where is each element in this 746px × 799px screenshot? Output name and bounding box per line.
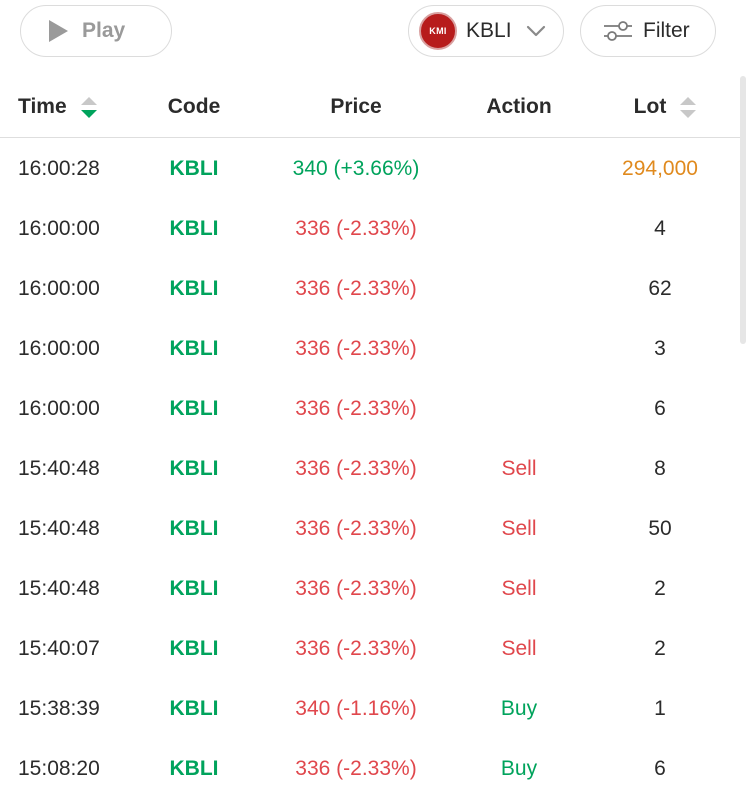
action-cell: Sell — [501, 637, 537, 660]
time-cell: 16:00:00 — [18, 217, 100, 240]
code-cell: KBLI — [169, 337, 219, 360]
code-cell: KBLI — [169, 637, 219, 660]
code-cell: KBLI — [169, 517, 219, 540]
lot-cell: 2 — [654, 577, 666, 600]
play-button[interactable]: Play — [20, 5, 172, 57]
table-row[interactable]: 15:40:48 KBLI 336 (-2.33%) Sell 2 — [0, 559, 740, 619]
code-cell: KBLI — [169, 397, 219, 420]
action-cell: Buy — [500, 757, 538, 780]
table-row[interactable]: 16:00:00 KBLI 336 (-2.33%) 4 — [0, 199, 740, 259]
play-icon — [49, 20, 68, 42]
time-cell: 15:08:20 — [18, 757, 100, 780]
price-cell: 336 (-2.33%) — [295, 517, 417, 540]
table-row[interactable]: 15:40:48 KBLI 336 (-2.33%) Sell 50 — [0, 499, 740, 559]
sort-icon[interactable] — [680, 96, 697, 118]
time-cell: 16:00:00 — [18, 277, 100, 300]
table-row[interactable]: 15:38:39 KBLI 340 (-1.16%) Buy 1 — [0, 679, 740, 739]
time-cell: 15:40:48 — [18, 517, 100, 540]
time-cell: 15:40:48 — [18, 577, 100, 600]
header-price: Price — [330, 95, 382, 118]
lot-cell: 6 — [654, 757, 666, 780]
stock-code: KBLI — [466, 19, 512, 42]
time-cell: 16:00:00 — [18, 337, 100, 360]
table-row[interactable]: 16:00:00 KBLI 336 (-2.33%) 6 — [0, 379, 740, 439]
time-cell: 16:00:00 — [18, 397, 100, 420]
lot-cell: 2 — [654, 637, 666, 660]
price-cell: 336 (-2.33%) — [295, 757, 417, 780]
table-row[interactable]: 15:40:48 KBLI 336 (-2.33%) Sell 8 — [0, 439, 740, 499]
action-cell: Sell — [501, 517, 537, 540]
time-cell: 15:40:48 — [18, 457, 100, 480]
trade-list: 16:00:28 KBLI 340 (+3.66%) 294,000 16:00:00 K… — [0, 139, 740, 799]
code-cell: KBLI — [169, 757, 219, 780]
code-cell: KBLI — [169, 217, 219, 240]
code-cell: KBLI — [169, 157, 219, 180]
action-cell: Sell — [501, 457, 537, 480]
lot-cell: 8 — [654, 457, 666, 480]
stock-selector[interactable]: KMI KBLI — [408, 5, 564, 57]
header-code: Code — [167, 95, 221, 118]
code-cell: KBLI — [169, 457, 219, 480]
header-lot[interactable]: Lot — [600, 78, 720, 136]
table-header: Time Code Price Action Lot — [0, 78, 740, 138]
price-cell: 336 (-2.33%) — [295, 577, 417, 600]
action-cell: Sell — [501, 577, 537, 600]
table-row[interactable]: 16:00:28 KBLI 340 (+3.66%) 294,000 — [0, 139, 740, 199]
price-cell: 336 (-2.33%) — [295, 397, 417, 420]
time-cell: 15:40:07 — [18, 637, 100, 660]
code-cell: KBLI — [169, 697, 219, 720]
price-cell: 340 (+3.66%) — [292, 157, 420, 180]
lot-cell: 4 — [654, 217, 666, 240]
lot-cell: 294,000 — [622, 157, 698, 180]
play-label: Play — [82, 19, 126, 42]
price-cell: 340 (-1.16%) — [295, 697, 417, 720]
header-time[interactable]: Time — [18, 78, 97, 136]
time-cell: 15:38:39 — [18, 697, 100, 720]
price-cell: 336 (-2.33%) — [295, 277, 417, 300]
lot-cell: 62 — [648, 277, 672, 300]
table-row[interactable]: 15:40:07 KBLI 336 (-2.33%) Sell 2 — [0, 619, 740, 679]
code-cell: KBLI — [169, 577, 219, 600]
filter-label: Filter — [643, 19, 690, 42]
time-cell: 16:00:28 — [18, 157, 100, 180]
lot-cell: 50 — [648, 517, 672, 540]
price-cell: 336 (-2.33%) — [295, 637, 417, 660]
price-cell: 336 (-2.33%) — [295, 337, 417, 360]
code-cell: KBLI — [169, 277, 219, 300]
price-cell: 336 (-2.33%) — [295, 217, 417, 240]
sort-icon[interactable] — [80, 96, 97, 118]
header-action: Action — [486, 95, 552, 118]
lot-cell: 1 — [654, 697, 666, 720]
table-row[interactable]: 15:08:20 KBLI 336 (-2.33%) Buy 6 — [0, 739, 740, 799]
table-row[interactable]: 16:00:00 KBLI 336 (-2.33%) 3 — [0, 319, 740, 379]
lot-cell: 3 — [654, 337, 666, 360]
action-cell: Buy — [500, 697, 538, 720]
price-cell: 336 (-2.33%) — [295, 457, 417, 480]
lot-cell: 6 — [654, 397, 666, 420]
scrollbar[interactable] — [740, 76, 746, 344]
table-row[interactable]: 16:00:00 KBLI 336 (-2.33%) 62 — [0, 259, 740, 319]
toolbar: Play KMI KBLI Filter — [0, 0, 746, 66]
sliders-icon — [604, 21, 632, 41]
stock-logo: KMI — [419, 12, 457, 50]
filter-button[interactable]: Filter — [580, 5, 716, 57]
chevron-down-icon — [526, 25, 545, 37]
